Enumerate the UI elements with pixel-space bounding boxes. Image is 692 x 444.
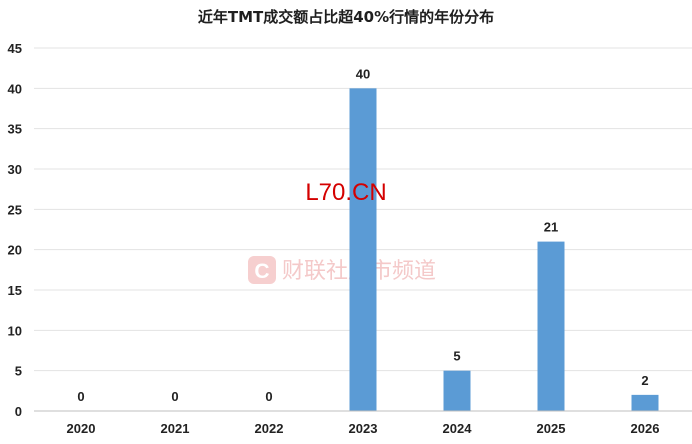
data-label-2021: 0 [171,389,178,404]
y-tick-label: 30 [8,162,22,177]
data-label-2023: 40 [356,66,370,81]
x-axis-ticks: 2020 2021 2022 2023 2024 2025 2026 [67,421,660,436]
y-tick-label: 20 [8,243,22,258]
y-tick-label: 45 [8,41,22,56]
x-tick-label: 2026 [631,421,660,436]
bar-2024 [443,370,471,411]
data-labels: 0 0 0 40 5 21 2 [77,66,648,404]
data-label-2022: 0 [265,389,272,404]
y-tick-label: 25 [8,202,22,217]
x-tick-label: 2025 [537,421,566,436]
watermark-logo-letter: C [254,260,269,283]
y-tick-label: 0 [15,404,22,419]
x-tick-label: 2022 [255,421,284,436]
y-tick-label: 10 [8,323,22,338]
x-tick-label: 2023 [349,421,378,436]
y-axis-ticks: 0 5 10 15 20 25 30 35 40 45 [8,41,22,419]
y-tick-label: 5 [15,364,22,379]
chart-title: 近年TMT成交额占比超40%行情的年份分布 [198,8,494,26]
bars [349,88,659,411]
watermark-logo-icon [248,256,276,284]
bar-2023 [349,88,377,411]
y-tick-label: 15 [8,283,22,298]
data-label-2026: 2 [641,373,648,388]
data-label-2020: 0 [77,389,84,404]
data-label-2025: 21 [544,220,558,235]
y-tick-label: 35 [8,122,22,137]
bar-2026 [631,394,659,411]
x-tick-label: 2020 [67,421,96,436]
x-tick-label: 2021 [161,421,190,436]
bar-2025 [537,241,565,411]
x-tick-label: 2024 [443,421,473,436]
y-tick-label: 40 [8,81,22,96]
watermark: C 财联社股市频道 [248,256,436,284]
overlay-text: L70.CN [305,179,386,206]
data-label-2024: 5 [453,349,460,364]
